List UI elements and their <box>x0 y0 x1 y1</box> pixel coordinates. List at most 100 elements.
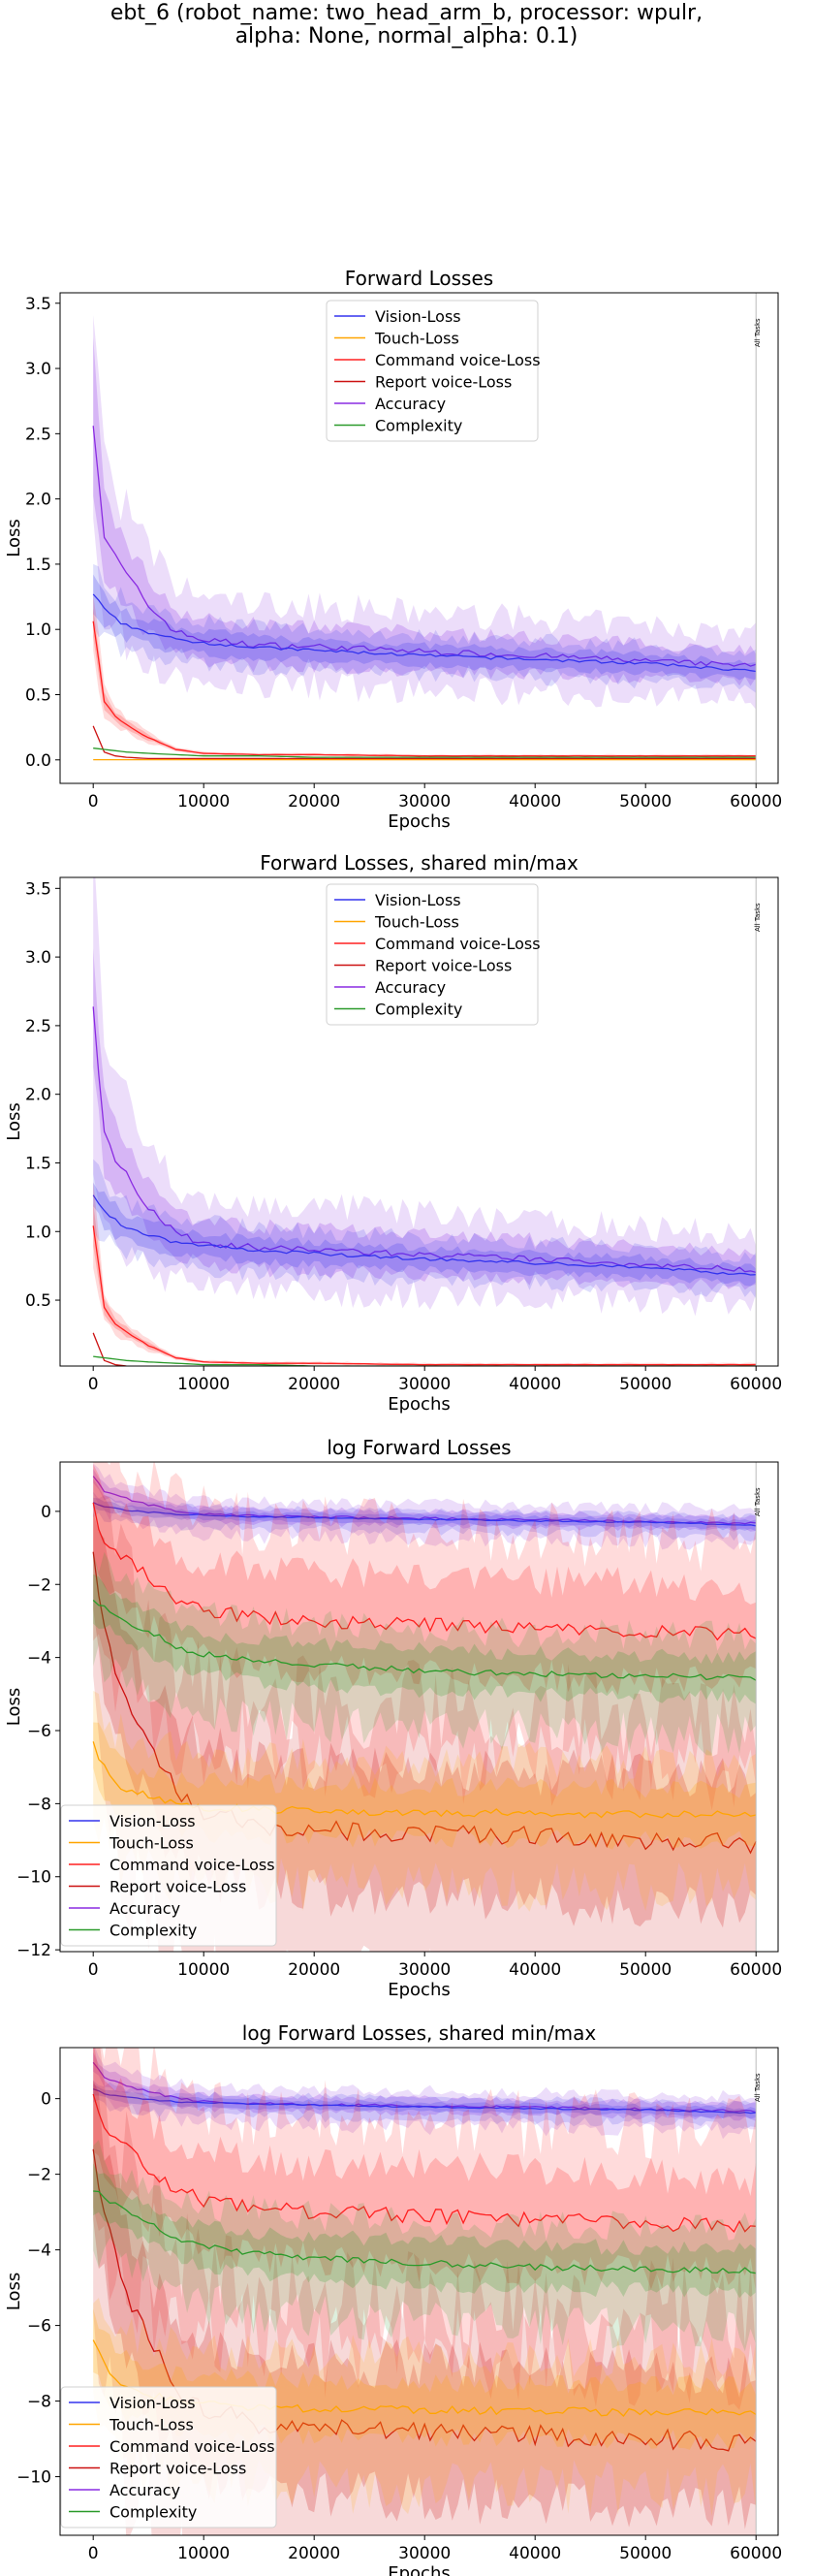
series-line-complexity <box>93 2190 757 2274</box>
legend-entry-complexity: Complexity <box>109 2503 197 2522</box>
x-tick-label: 60000 <box>730 2544 782 2563</box>
legend-entry-accuracy: Accuracy <box>375 395 446 413</box>
x-tick-label: 30000 <box>398 792 451 811</box>
y-tick-label: −2 <box>27 2166 51 2185</box>
figure-title-line-2: alpha: None, normal_alpha: 0.1) <box>235 24 578 48</box>
legend-entry-report-voice-loss: Report voice-Loss <box>375 957 512 975</box>
band-accuracy-1 <box>93 1463 757 1550</box>
legend-entry-command-voice-loss: Command voice-Loss <box>375 351 541 369</box>
y-tick-label: 2.0 <box>25 491 51 510</box>
chart-panel-3: log Forward Losses All Tasks 0 10000 20000 30… <box>4 1436 782 2000</box>
band-command-voice-loss-2 <box>93 1203 757 1366</box>
axes-frame <box>59 1461 779 1953</box>
y-tick-label: 0.0 <box>25 751 51 771</box>
series-line-command-voice-loss <box>92 2093 757 2233</box>
x-tick-label: 60000 <box>730 1375 782 1394</box>
y-tick-label: 3.5 <box>25 879 51 899</box>
legend-entry-complexity: Complexity <box>375 1001 462 1019</box>
y-tick-label: −10 <box>16 2468 51 2488</box>
x-tick-label: 50000 <box>619 792 672 811</box>
chart-title: log Forward Losses, shared min/max <box>242 2021 597 2045</box>
legend-entry-complexity: Complexity <box>109 1922 197 1940</box>
y-tick-label: −6 <box>27 1722 51 1741</box>
series-line-accuracy <box>92 426 757 667</box>
chart-panel-1: Forward Losses All Tasks 0 10000 20000 30000 4… <box>4 267 782 832</box>
band-touch-loss-1 <box>93 2298 757 2517</box>
y-tick-label: 1.0 <box>25 620 51 640</box>
band-complexity-1 <box>93 1550 757 1756</box>
legend-entry-touch-loss: Touch-Loss <box>109 2416 194 2434</box>
band-command-voice-loss-2 <box>93 1464 757 1696</box>
y-tick-label: 0 <box>41 1503 51 1522</box>
band-report-voice-loss-2 <box>93 725 757 759</box>
y-tick-label: −10 <box>16 1868 51 1888</box>
band-command-voice-loss-1 <box>93 2048 757 2410</box>
legend-entry-vision-loss: Vision-Loss <box>109 2394 196 2412</box>
y-axis-label: Loss <box>4 1688 24 1726</box>
y-axis-label: Loss <box>4 519 24 557</box>
x-tick-label: 30000 <box>398 1960 451 1980</box>
x-tick-label: 10000 <box>177 2544 230 2563</box>
axes-frame <box>59 2047 779 2536</box>
chart-panel-2: Forward Losses, shared min/max All Tasks 0… <box>4 851 782 1415</box>
series-line-vision-loss <box>92 1194 757 1276</box>
task-boundary-label: All Tasks <box>754 903 762 932</box>
x-tick-label: 40000 <box>509 792 561 811</box>
chart-title: Forward Losses, shared min/max <box>260 851 578 875</box>
x-tick-label: 40000 <box>509 1375 561 1394</box>
band-command-voice-loss-1 <box>93 595 757 758</box>
y-axis-label: Loss <box>4 1102 24 1140</box>
y-tick-label: −12 <box>16 1941 51 1960</box>
x-tick-label: 0 <box>88 2544 99 2563</box>
x-tick-label: 20000 <box>288 2544 340 2563</box>
y-tick-label: 0 <box>41 2090 51 2110</box>
y-tick-label: −4 <box>27 2242 51 2261</box>
band-accuracy-2 <box>93 948 757 1291</box>
plot-area <box>92 315 757 761</box>
y-axis-label: Loss <box>4 2273 24 2310</box>
series-line-vision-loss <box>92 2088 757 2115</box>
y-tick-label: 1.5 <box>25 1154 51 1173</box>
legend-entry-report-voice-loss: Report voice-Loss <box>109 1878 246 1896</box>
y-tick-label: 0.5 <box>25 685 51 705</box>
band-complexity-2 <box>93 1574 757 1704</box>
y-tick-label: 1.0 <box>25 1223 51 1242</box>
x-tick-label: 20000 <box>288 792 340 811</box>
band-vision-loss-2 <box>93 1182 757 1287</box>
x-tick-label: 0 <box>88 792 99 811</box>
legend-entry-touch-loss: Touch-Loss <box>374 330 459 348</box>
axes-frame <box>59 292 779 784</box>
x-axis-label: Epochs <box>388 1394 451 1415</box>
x-axis-label: Epochs <box>388 811 451 832</box>
task-boundary-label: All Tasks <box>754 2073 762 2102</box>
plot-area <box>92 877 757 1366</box>
x-tick-label: 60000 <box>730 1960 782 1980</box>
task-boundary-label: All Tasks <box>754 1487 762 1516</box>
y-tick-label: 3.5 <box>25 295 51 314</box>
x-tick-label: 50000 <box>619 1960 672 1980</box>
legend-entry-vision-loss: Vision-Loss <box>375 307 461 326</box>
legend: Vision-Loss Touch-Loss Command voice-Loss R… <box>326 300 541 442</box>
band-accuracy-2 <box>93 336 757 686</box>
legend-frame <box>326 300 539 442</box>
chart-title: Forward Losses <box>345 267 493 290</box>
task-boundary-label: All Tasks <box>754 318 762 347</box>
legend-frame <box>60 2386 277 2528</box>
series-line-accuracy <box>92 1006 757 1274</box>
y-tick-label: −4 <box>27 1649 51 1669</box>
x-tick-label: 20000 <box>288 1375 340 1394</box>
legend-entry-command-voice-loss: Command voice-Loss <box>109 1856 275 1874</box>
x-tick-label: 10000 <box>177 1375 230 1394</box>
band-vision-loss-2 <box>93 574 757 681</box>
legend-entry-accuracy: Accuracy <box>109 2481 180 2499</box>
series-line-vision-loss <box>92 593 757 673</box>
band-complexity-2 <box>93 2163 757 2299</box>
y-tick-label: 2.5 <box>25 425 51 444</box>
x-tick-label: 40000 <box>509 2544 561 2563</box>
x-tick-label: 40000 <box>509 1960 561 1980</box>
y-tick-label: 3.0 <box>25 360 51 379</box>
y-tick-label: −6 <box>27 2317 51 2337</box>
y-tick-label: 0.5 <box>25 1291 51 1311</box>
x-tick-label: 20000 <box>288 1960 340 1980</box>
